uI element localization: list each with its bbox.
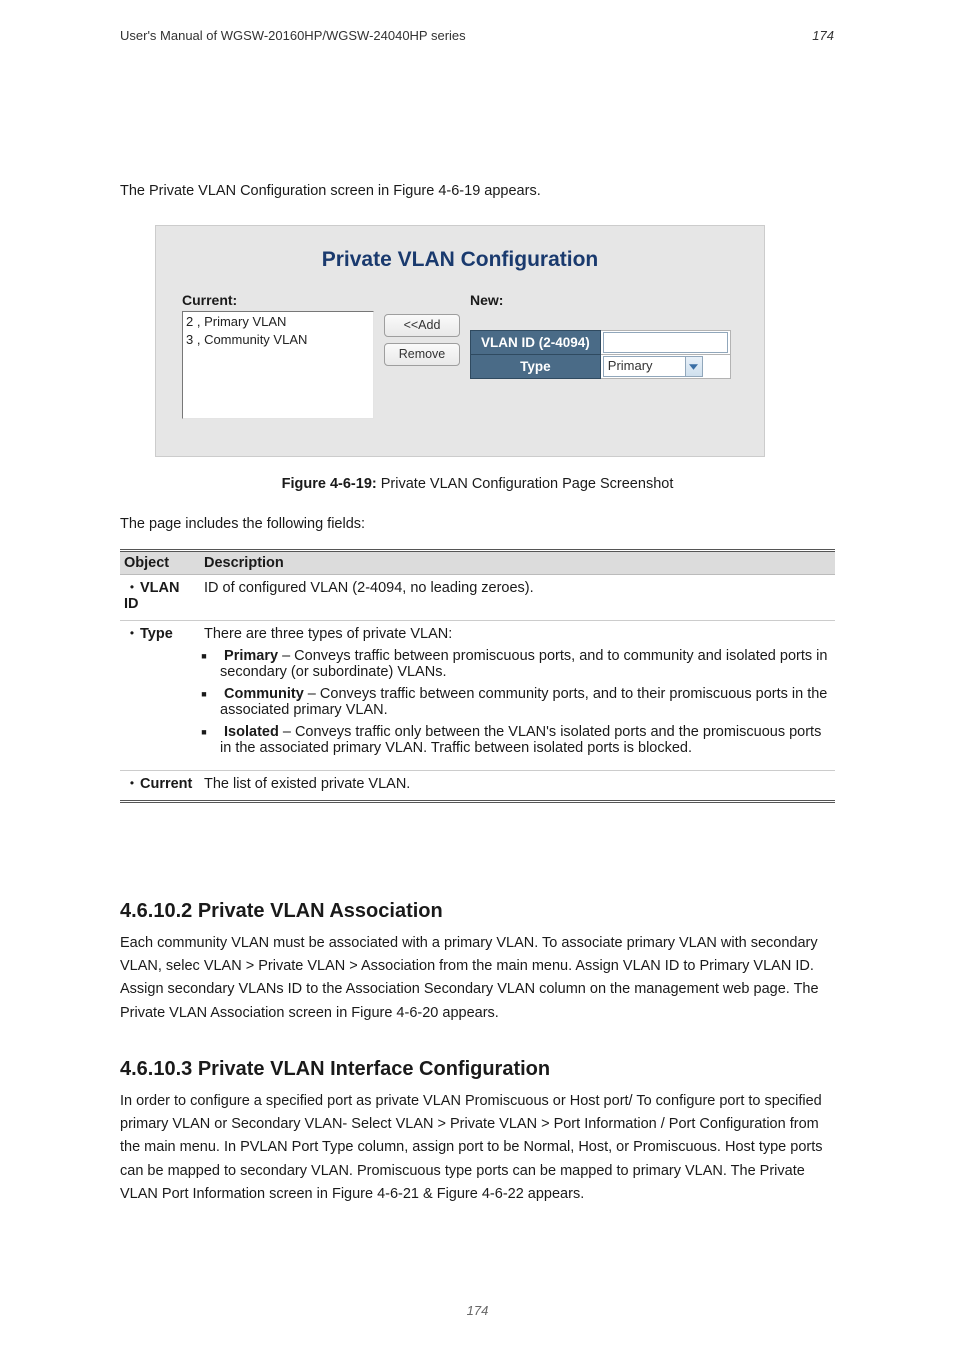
header-page-number: 174 xyxy=(812,28,834,43)
header-type: Type xyxy=(471,355,601,379)
row-desc: ID of configured VLAN (2-4094, no leadin… xyxy=(200,575,835,621)
type-select-value: Primary xyxy=(608,358,653,373)
row-object: Current xyxy=(140,776,192,792)
list-item[interactable]: 2 , Primary VLAN xyxy=(186,313,370,331)
add-button[interactable]: <<Add xyxy=(384,314,460,337)
row-desc: There are three types of private VLAN:■ … xyxy=(200,621,835,771)
current-listbox[interactable]: 2 , Primary VLAN 3 , Community VLAN xyxy=(182,311,374,419)
current-label: Current: xyxy=(182,292,374,308)
section-body-interface: In order to configure a specified port a… xyxy=(120,1090,835,1206)
table-row: •VLAN ID ID of configured VLAN (2-4094, … xyxy=(120,575,835,621)
figure-caption: Figure 4-6-19: Private VLAN Configuratio… xyxy=(120,476,835,492)
figure-screenshot: Private VLAN Configuration Current: 2 , … xyxy=(155,225,765,457)
page-ref-text: The page includes the following fields: xyxy=(120,516,835,532)
section-heading-interface: 4.6.10.3 Private VLAN Interface Configur… xyxy=(120,1058,550,1081)
intro-paragraph: The Private VLAN Configuration screen in… xyxy=(120,180,835,203)
figure-caption-bold: Figure 4-6-19: xyxy=(282,476,377,492)
type-select[interactable]: Primary xyxy=(603,356,703,377)
section-heading-association: 4.6.10.2 Private VLAN Association xyxy=(120,900,443,923)
list-item[interactable]: 3 , Community VLAN xyxy=(186,331,370,349)
figure-caption-rest: Private VLAN Configuration Page Screensh… xyxy=(377,476,674,492)
chevron-down-icon xyxy=(685,357,702,376)
table-row: •Current The list of existed private VLA… xyxy=(120,771,835,802)
table-header-object: Object xyxy=(120,551,200,575)
row-desc: The list of existed private VLAN. xyxy=(200,771,835,802)
new-label: New: xyxy=(470,292,731,308)
figure-title: Private VLAN Configuration xyxy=(156,248,764,272)
header-manual-ref: User's Manual of WGSW-20160HP/WGSW-24040… xyxy=(120,28,466,43)
remove-button[interactable]: Remove xyxy=(384,343,460,366)
parameters-table: Object Description •VLAN ID ID of config… xyxy=(120,549,835,803)
vlan-id-input[interactable] xyxy=(603,332,728,353)
header-vlan-id: VLAN ID (2-4094) xyxy=(471,331,601,355)
footer-page-number: 174 xyxy=(120,1303,835,1318)
row-object: Type xyxy=(140,626,173,642)
table-header-description: Description xyxy=(200,551,835,575)
table-row: •Type There are three types of private V… xyxy=(120,621,835,771)
section-body-association: Each community VLAN must be associated w… xyxy=(120,932,835,1025)
